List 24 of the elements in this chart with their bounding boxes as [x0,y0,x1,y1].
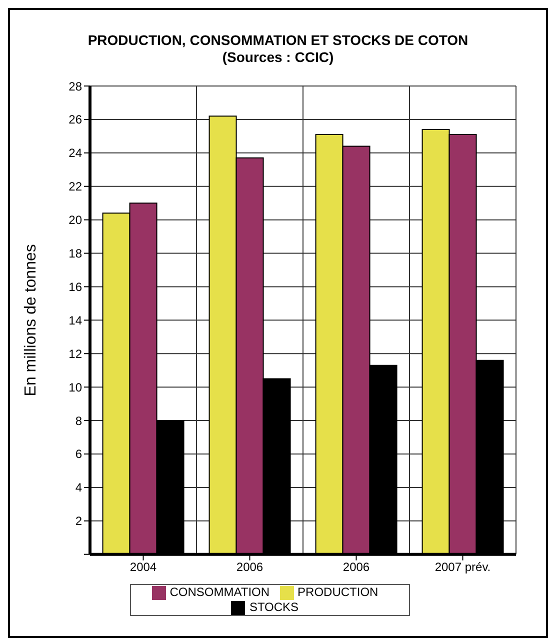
y-tick-label: 10 [68,380,82,394]
legend-label: PRODUCTION [298,585,378,600]
y-tick-label: 14 [68,313,82,328]
y-tick-label: 2 [75,514,82,528]
chart-subtitle: (Sources : CCIC) [221,49,335,66]
y-tick-label: 6 [75,447,82,462]
y-tick-label: 4 [75,480,82,495]
y-tick-label: 24 [68,146,82,160]
chart-title: PRODUCTION, CONSOMMATION ET STOCKS DE COTON [86,32,470,49]
x-tick-label: 2006 [236,560,264,574]
y-tick-label: 18 [68,246,82,261]
y-tick-label: 26 [68,112,82,127]
y-tick-label: 28 [68,79,82,94]
y-tick-label: 16 [68,280,82,294]
y-tick-label: 8 [75,414,82,428]
y-axis-title: En millions de tonnes [22,244,40,396]
y-tick-label: 22 [68,180,82,194]
y-tick-label: 20 [68,213,82,228]
legend-label: CONSOMMATION [170,585,270,600]
x-tick-label: 2006 [342,560,370,574]
x-tick-label: 2004 [130,560,157,574]
y-tick-label: 12 [68,346,82,361]
legend-label: STOCKS [249,600,299,614]
x-tick-label: 2007 prév. [434,560,491,574]
